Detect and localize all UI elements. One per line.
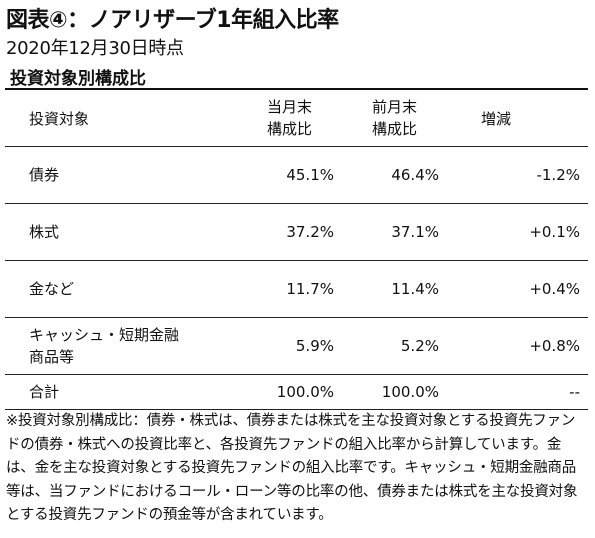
header-current-line1: 当月末 <box>237 96 342 118</box>
row-category-line1: キャッシュ・短期金融 <box>29 324 237 346</box>
total-change: -- <box>447 375 588 410</box>
row-previous: 5.2% <box>342 318 447 375</box>
row-current: 45.1% <box>237 147 342 204</box>
row-change: +0.8% <box>447 318 588 375</box>
row-category: 株式 <box>5 204 237 261</box>
row-current: 5.9% <box>237 318 342 375</box>
header-previous-ratio: 前月末 構成比 <box>342 90 447 147</box>
header-current-line2: 構成比 <box>237 118 342 140</box>
row-category: 金など <box>5 261 237 318</box>
table-row: 株式 37.2% 37.1% +0.1% <box>5 204 588 261</box>
table-total-row: 合計 100.0% 100.0% -- <box>5 375 588 410</box>
row-change: -1.2% <box>447 147 588 204</box>
figure-title: 図表④：ノアリザーブ1年組入比率 <box>6 2 339 34</box>
table-header-row: 投資対象 当月末 構成比 前月末 構成比 増減 <box>5 90 588 147</box>
row-previous: 46.4% <box>342 147 447 204</box>
table-row: キャッシュ・短期金融 商品等 5.9% 5.2% +0.8% <box>5 318 588 375</box>
header-change: 増減 <box>447 90 588 147</box>
section-title: 投資対象別構成比 <box>10 64 146 89</box>
footnote: ※投資対象別構成比：債券・株式は、債券または株式を主な投資対象とする投資先ファン… <box>6 410 589 528</box>
row-category-line2: 商品等 <box>29 346 237 368</box>
header-current-ratio: 当月末 構成比 <box>237 90 342 147</box>
table-row: 金など 11.7% 11.4% +0.4% <box>5 261 588 318</box>
as-of-date: 2020年12月30日時点 <box>6 34 184 60</box>
row-previous: 11.4% <box>342 261 447 318</box>
row-category: 債券 <box>5 147 237 204</box>
header-category: 投資対象 <box>5 90 237 147</box>
total-current: 100.0% <box>237 375 342 410</box>
total-category: 合計 <box>5 375 237 410</box>
header-previous-line1: 前月末 <box>342 96 447 118</box>
row-change: +0.4% <box>447 261 588 318</box>
row-previous: 37.1% <box>342 204 447 261</box>
row-change: +0.1% <box>447 204 588 261</box>
row-current: 37.2% <box>237 204 342 261</box>
total-previous: 100.0% <box>342 375 447 410</box>
header-previous-line2: 構成比 <box>342 118 447 140</box>
row-category: キャッシュ・短期金融 商品等 <box>5 318 237 375</box>
allocation-table: 投資対象 当月末 構成比 前月末 構成比 増減 債券 45.1% 46.4% -… <box>5 90 588 410</box>
table-row: 債券 45.1% 46.4% -1.2% <box>5 147 588 204</box>
row-current: 11.7% <box>237 261 342 318</box>
